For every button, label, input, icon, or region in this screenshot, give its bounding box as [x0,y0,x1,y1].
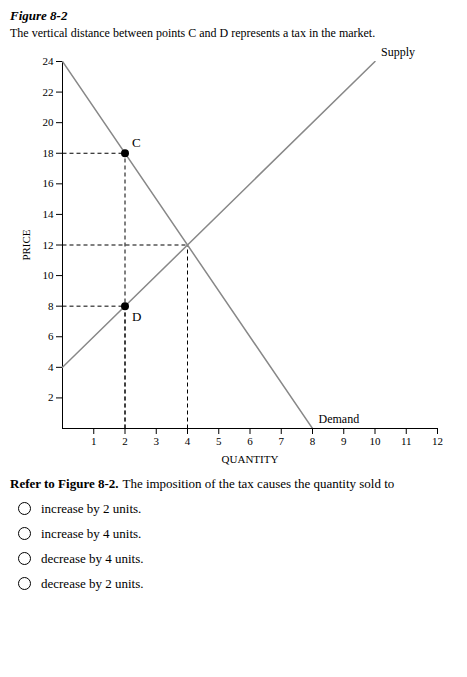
svg-text:22: 22 [43,86,54,98]
svg-text:5: 5 [216,435,222,447]
svg-text:16: 16 [43,177,55,189]
svg-text:7: 7 [279,435,285,447]
svg-text:24: 24 [43,55,55,67]
html-text:decrease by 4 units.: decrease by 4 units. [41,550,144,566]
svg-text:8: 8 [48,300,54,312]
svg-text:QUANTITY: QUANTITY [222,453,279,465]
html-text:Figure 8-2: Figure 8-2 [10,8,68,23]
svg-text:Supply: Supply [381,45,415,59]
svg-text:6: 6 [247,435,253,447]
svg-text:12: 12 [432,435,443,447]
svg-text:10: 10 [43,269,55,281]
svg-text:2: 2 [122,435,128,447]
svg-text:11: 11 [401,435,412,447]
svg-text:20: 20 [43,116,55,128]
svg-text:PRICE: PRICE [20,229,32,260]
svg-text:1: 1 [91,435,97,447]
html-text:increase by 2 units.: increase by 2 units. [41,500,142,516]
html-text:Refer to Figure 8-2. The impos: Refer to Figure 8-2. The imposition of t… [10,476,395,491]
svg-text:12: 12 [43,239,54,251]
svg-text:8: 8 [310,435,316,447]
svg-text:14: 14 [43,208,55,220]
svg-text:3: 3 [154,435,160,447]
svg-text:6: 6 [48,330,54,342]
svg-text:18: 18 [43,147,55,159]
html-text:increase by 4 units.: increase by 4 units. [41,525,142,541]
svg-text:D: D [132,309,141,324]
svg-text:4: 4 [48,361,54,373]
svg-text:C: C [132,135,141,150]
svg-text:9: 9 [341,435,347,447]
html-text:decrease by 2 units.: decrease by 2 units. [41,575,144,591]
html-text:The vertical distance between: The vertical distance between points C a… [10,26,376,40]
svg-text:10: 10 [370,435,382,447]
svg-text:Demand: Demand [319,412,360,426]
svg-text:2: 2 [48,391,54,403]
svg-text:4: 4 [185,435,191,447]
